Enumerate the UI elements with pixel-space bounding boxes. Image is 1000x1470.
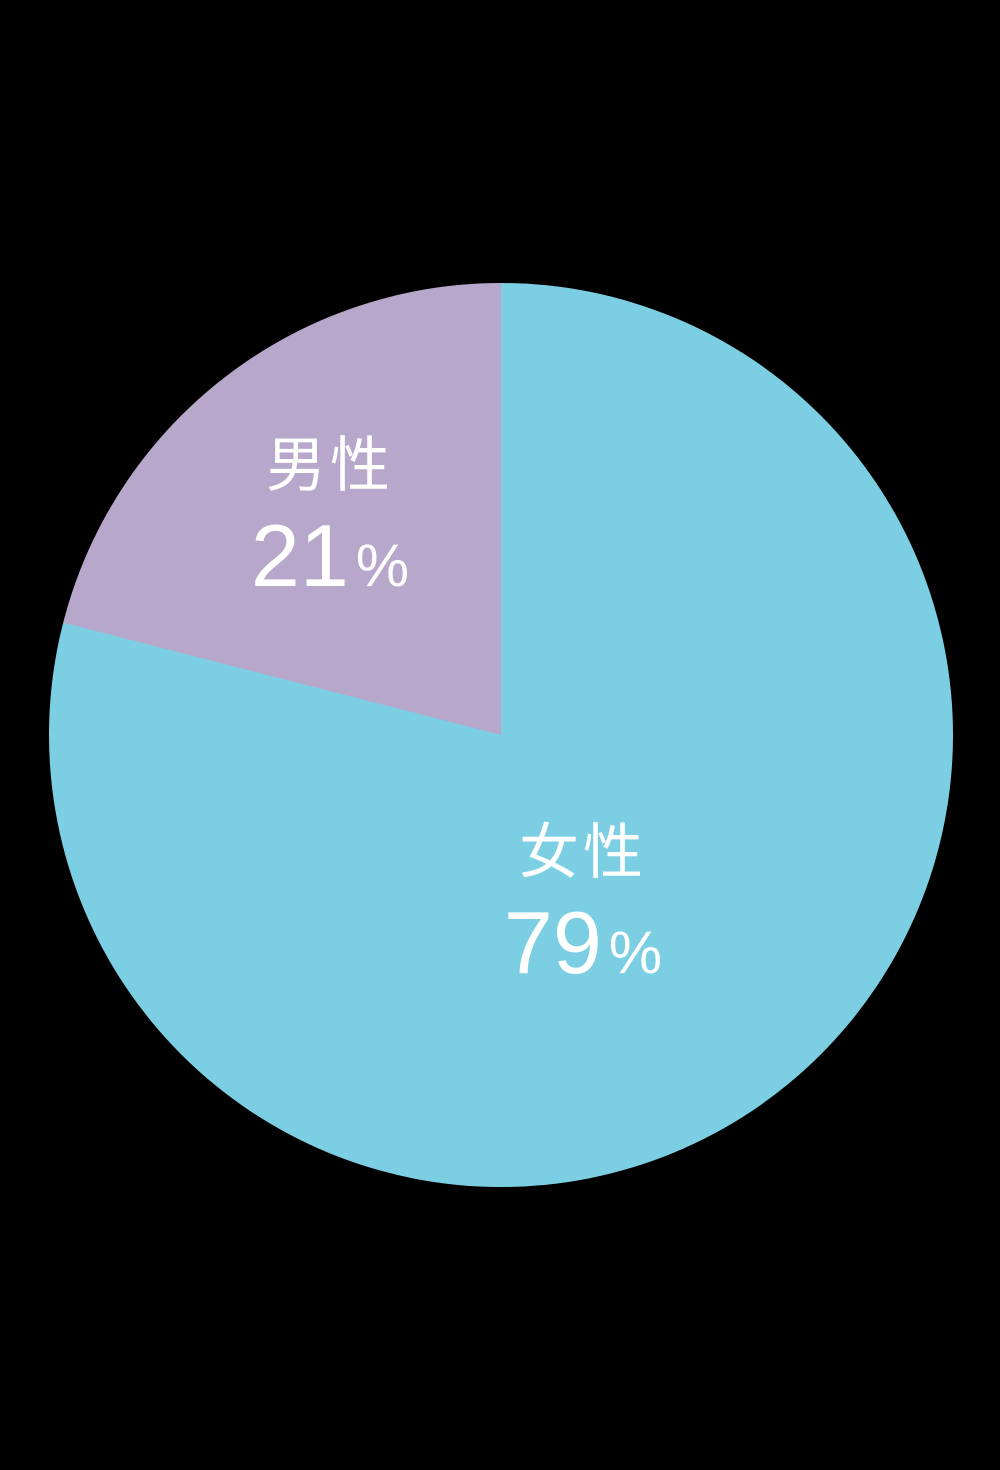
slice-label-male: 男性 21% <box>251 436 409 600</box>
percent-sign-male: % <box>355 532 410 599</box>
slice-name-female: 女性 <box>519 819 647 886</box>
slice-value-female: 79% <box>504 899 662 987</box>
slice-value-number-male: 21 <box>250 506 349 605</box>
slice-label-female: 女性 79% <box>504 823 662 987</box>
slice-value-male: 21% <box>251 512 409 600</box>
slice-value-number-female: 79 <box>503 893 602 992</box>
slice-name-male: 男性 <box>266 432 394 499</box>
pie <box>49 283 953 1187</box>
percent-sign-female: % <box>608 919 663 986</box>
